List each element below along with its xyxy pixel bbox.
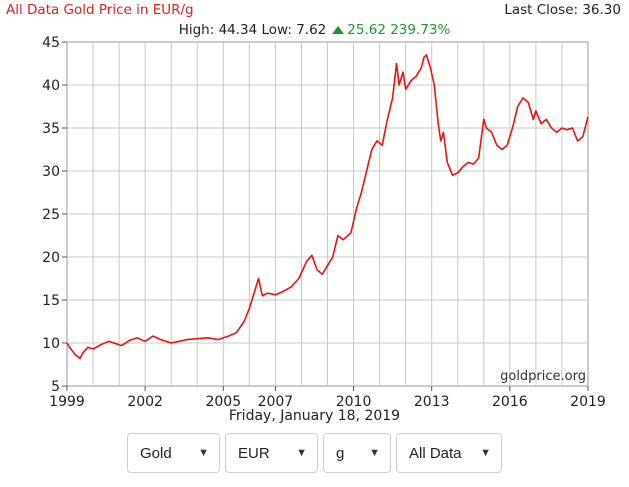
x-tick-label: 2013 (414, 394, 450, 410)
range-select[interactable]: All Data ▼ (396, 433, 502, 473)
high-low-stats: High: 44.34 Low: 7.62 25.62 239.73% (0, 22, 629, 38)
y-tick-label: 30 (42, 164, 60, 180)
high-low-text: High: 44.34 Low: 7.62 (178, 22, 327, 38)
change-text: 25.62 239.73% (347, 22, 451, 38)
y-tick-label: 45 (42, 35, 60, 51)
unit-select[interactable]: g ▼ (323, 433, 391, 473)
chevron-down-icon: ▼ (369, 447, 380, 459)
x-axis: 1999 2002 2005 2007 2010 2013 2016 2019 (49, 386, 606, 410)
gold-price-line (66, 54, 589, 360)
range-select-value: All Data (409, 444, 462, 462)
chevron-down-icon: ▼ (198, 447, 209, 459)
y-tick-label: 25 (42, 207, 60, 223)
up-triangle-icon (332, 25, 345, 34)
y-tick-label: 5 (51, 379, 60, 395)
chevron-down-icon: ▼ (296, 447, 307, 459)
last-close: Last Close: 36.30 (504, 2, 621, 18)
chart-title: All Data Gold Price in EUR/g (6, 2, 194, 18)
y-tick-label: 20 (42, 250, 60, 266)
chevron-down-icon: ▼ (480, 447, 491, 459)
x-tick-label: 2010 (336, 394, 372, 410)
x-tick-label: 2016 (492, 394, 528, 410)
x-tick-label: 1999 (49, 394, 85, 410)
x-tick-label: 2002 (127, 394, 163, 410)
unit-select-value: g (336, 444, 345, 462)
x-tick-label: 2019 (570, 394, 606, 410)
y-tick-label: 15 (42, 293, 60, 309)
watermark: goldprice.org (500, 369, 586, 384)
date-caption: Friday, January 18, 2019 (228, 408, 401, 424)
y-axis: 5 10 15 20 25 30 35 40 45 (42, 35, 67, 395)
grid (67, 42, 588, 386)
metal-select-value: Gold (140, 444, 172, 462)
x-tick-label: 2005 (205, 394, 241, 410)
y-tick-label: 40 (42, 78, 60, 94)
controls: Gold ▼ EUR ▼ g ▼ All Data ▼ (127, 433, 502, 473)
currency-select[interactable]: EUR ▼ (225, 433, 318, 473)
y-tick-label: 10 (42, 336, 60, 352)
x-tick-label: 2007 (258, 394, 294, 410)
y-tick-label: 35 (42, 121, 60, 137)
price-chart: 5 10 15 20 25 30 35 40 45 1999 2002 2005 2007 2010 20… (42, 35, 606, 410)
currency-select-value: EUR (238, 444, 270, 462)
metal-select[interactable]: Gold ▼ (127, 433, 220, 473)
